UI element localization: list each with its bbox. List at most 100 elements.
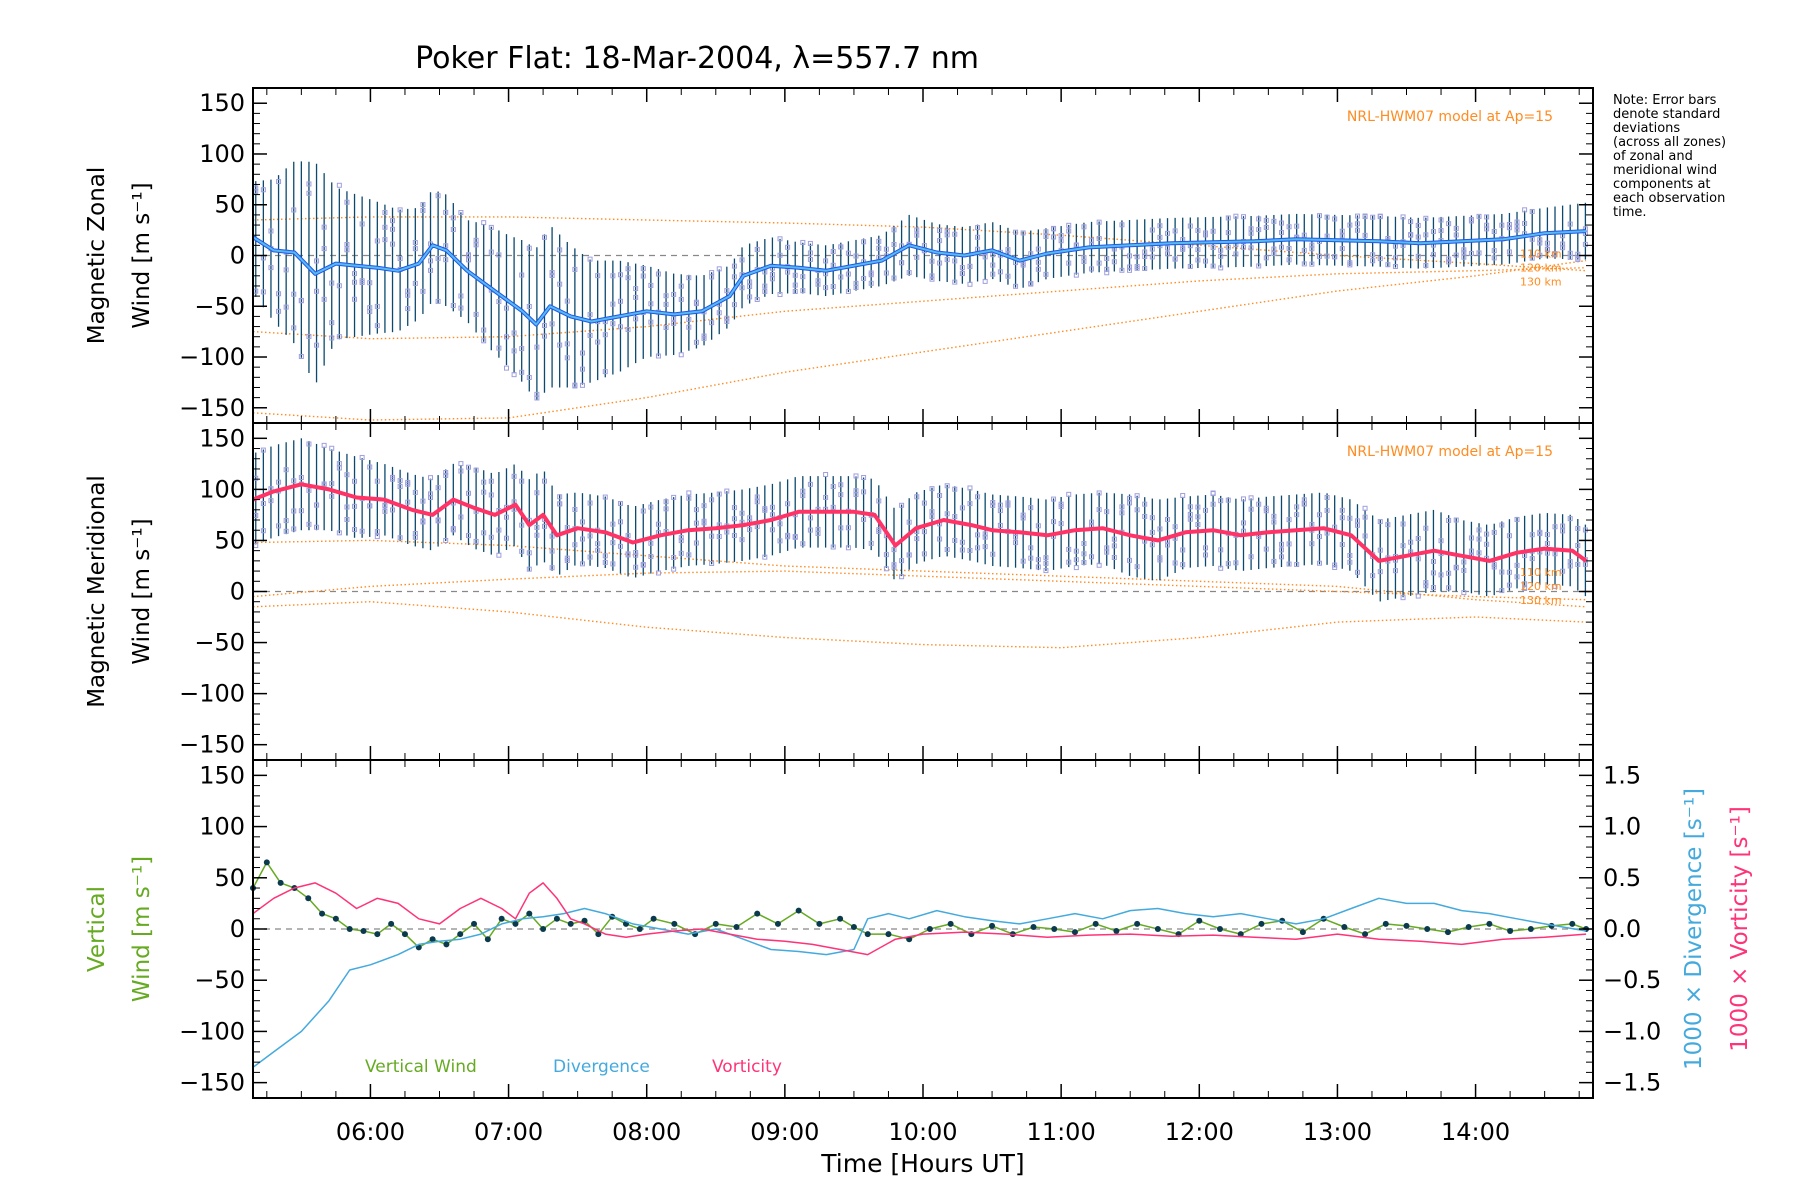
legend-entry: Vertical Wind — [365, 1057, 477, 1077]
zone-point — [359, 454, 365, 460]
zone-point — [1240, 214, 1246, 220]
zone-point — [526, 550, 532, 556]
zone-point — [633, 316, 639, 322]
right-y-tick-label: 1.5 — [1603, 761, 1641, 789]
zone-point — [1134, 254, 1140, 260]
zone-point — [336, 530, 342, 536]
zone-point — [1560, 568, 1566, 574]
zone-point — [595, 541, 601, 547]
zone-point — [883, 270, 889, 276]
zone-point — [709, 320, 715, 326]
zone-point — [1043, 560, 1049, 566]
zone-point — [845, 271, 851, 277]
zone-point — [1484, 226, 1490, 232]
zone-point — [352, 296, 358, 302]
zone-point — [769, 512, 775, 518]
zone-point — [1430, 585, 1436, 591]
zone-point — [435, 485, 441, 491]
zone-point — [1020, 230, 1026, 236]
zone-point — [1157, 526, 1163, 532]
zone-point — [1506, 249, 1512, 255]
zone-point — [1400, 521, 1406, 527]
zone-point — [1134, 564, 1140, 570]
mean-wind-line-highlight — [252, 230, 1587, 326]
zone-point — [526, 566, 532, 572]
zone-point — [1263, 255, 1269, 261]
zone-point — [648, 553, 654, 559]
zone-point — [982, 531, 988, 537]
zone-point — [268, 265, 274, 271]
zone-point — [1385, 262, 1391, 268]
zone-point — [458, 468, 464, 474]
zone-point — [314, 258, 320, 264]
zone-point — [830, 262, 836, 268]
zone-point — [1051, 234, 1057, 240]
y-axis-label: Wind [m s⁻¹] — [129, 182, 155, 328]
zone-point — [655, 521, 661, 527]
zone-point — [838, 525, 844, 531]
zone-point — [633, 550, 639, 556]
zone-point — [959, 539, 965, 545]
y-tick-label: −150 — [179, 731, 245, 759]
zone-point — [435, 193, 441, 199]
zone-point — [861, 475, 867, 481]
zone-point — [891, 241, 897, 247]
zone-point — [1575, 525, 1581, 531]
zone-point — [420, 498, 426, 504]
zone-point — [701, 333, 707, 339]
zone-point — [435, 517, 441, 523]
zone-point — [1081, 551, 1087, 557]
zone-point — [291, 325, 297, 331]
zone-point — [1218, 498, 1224, 504]
zone-point — [1544, 240, 1550, 246]
zone-point — [1218, 247, 1224, 253]
zone-point — [526, 303, 532, 309]
vertical-wind-point — [595, 931, 602, 938]
zone-point — [724, 529, 730, 535]
zone-point — [792, 534, 798, 540]
zone-point — [1499, 522, 1505, 528]
zone-point — [1127, 267, 1133, 273]
zone-point — [944, 483, 950, 489]
zone-point — [777, 538, 783, 544]
zone-point — [473, 538, 479, 544]
zone-point — [1203, 230, 1209, 236]
right-y-tick-label: −1.5 — [1603, 1069, 1661, 1097]
vertical-wind-point — [374, 931, 381, 938]
zone-point — [1392, 255, 1398, 261]
zone-point — [260, 447, 266, 453]
model-altitude-label: 130 km — [1520, 594, 1562, 607]
zone-point — [1271, 519, 1277, 525]
zone-point — [526, 245, 532, 251]
zone-point — [1180, 547, 1186, 553]
zone-point — [990, 271, 996, 277]
zone-point — [595, 273, 601, 279]
zone-point — [291, 508, 297, 514]
zone-point — [1225, 230, 1231, 236]
zone-point — [967, 501, 973, 507]
zone-point — [640, 562, 646, 568]
zone-point — [777, 292, 783, 298]
zone-point — [412, 240, 418, 246]
zone-point — [1066, 546, 1072, 552]
zone-point — [503, 365, 509, 371]
zone-point — [458, 210, 464, 216]
zone-point — [1377, 213, 1383, 219]
zone-point — [686, 324, 692, 330]
note-line: time. — [1613, 205, 1647, 220]
zone-point — [1529, 255, 1535, 261]
zone-point — [519, 478, 525, 484]
zone-point — [1134, 493, 1140, 499]
zone-point — [1149, 246, 1155, 252]
zone-point — [1461, 254, 1467, 260]
zone-point — [534, 524, 540, 530]
zone-point — [306, 521, 312, 527]
zone-point — [1035, 266, 1041, 272]
zone-point — [1073, 272, 1079, 278]
vertical-wind-point — [1134, 920, 1141, 927]
vertical-wind-point — [457, 931, 464, 938]
zone-point — [450, 527, 456, 533]
zone-point — [1187, 516, 1193, 522]
zone-point — [450, 227, 456, 233]
vertical-wind-point — [850, 923, 857, 930]
